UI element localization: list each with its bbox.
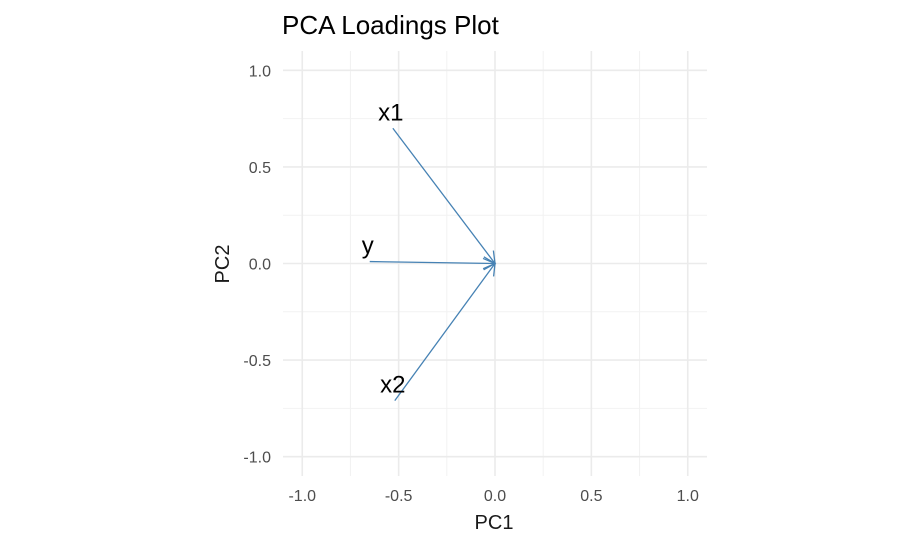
vector-y-line (369, 260, 496, 265)
grid-lines (283, 51, 707, 476)
x-tick-label: 1.0 (677, 488, 699, 505)
x-tick-label: 0.5 (580, 488, 602, 505)
y-tick-label: 0.5 (249, 160, 271, 177)
y-tick-label: 0.0 (249, 257, 271, 274)
vector-label-y: y (362, 233, 374, 260)
vector-x2-arrowhead (482, 262, 496, 277)
vector-label-x1: x1 (378, 99, 403, 126)
y-axis-title: PC2 (212, 245, 234, 284)
x-axis-title: PC1 (475, 512, 514, 534)
x-tick-label: -0.5 (385, 488, 413, 505)
vector-label-x2: x2 (380, 372, 405, 399)
y-tick-label: -1.0 (243, 450, 271, 467)
y-tick-label: -0.5 (243, 353, 271, 370)
chart-title: PCA Loadings Plot (282, 10, 500, 40)
vector-x1-line (392, 127, 496, 264)
vector-labels: x1 y x2 (362, 99, 406, 398)
y-tick-label: 1.0 (249, 63, 271, 80)
vector-x2-line (394, 263, 496, 402)
axis-ticks: -1.0 -0.5 0.0 0.5 1.0 -1.0 -0.5 0.0 0.5 1.0 (243, 63, 699, 505)
loading-vectors (369, 127, 497, 402)
x-tick-label: 0.0 (484, 488, 506, 505)
x-tick-label: -1.0 (288, 488, 316, 505)
